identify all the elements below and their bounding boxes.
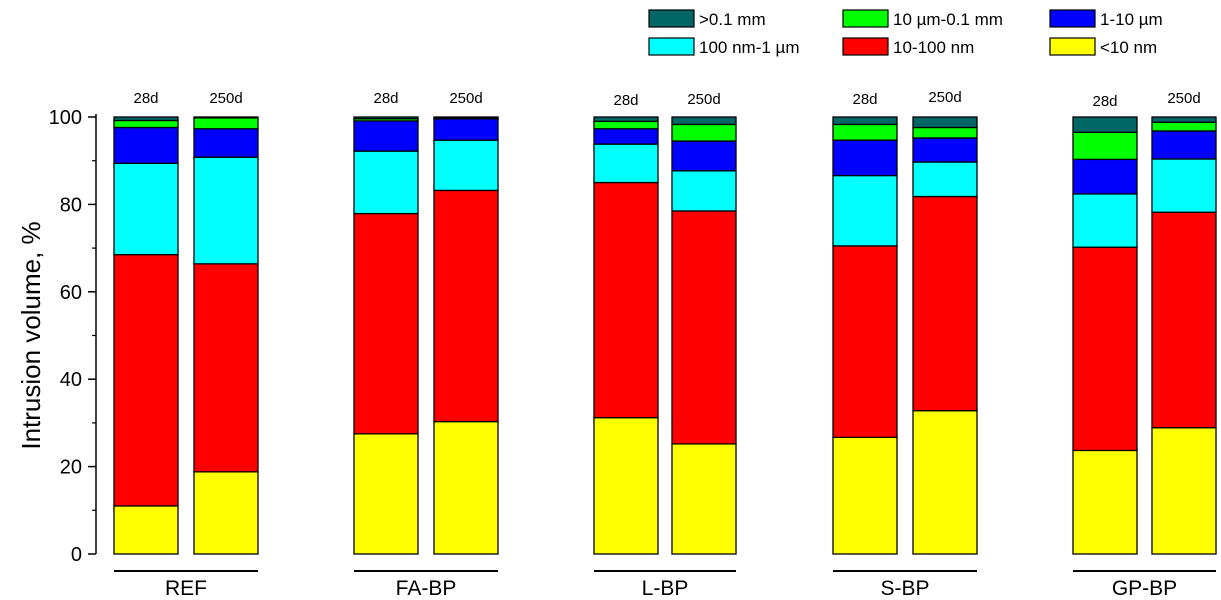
bar-segment-ref-250d [194,264,258,472]
bar-segment-fa-bp-28d [354,121,418,151]
y-tick-label: 100 [49,107,82,129]
bar-segment-s-bp-28d [833,246,897,437]
group-label-gp-bp: GP-BP [1112,577,1177,600]
bar-segment-ref-250d [194,157,258,264]
group-label-ref: REF [165,577,207,600]
bar-segment-l-bp-28d [594,121,658,128]
legend-swatch [649,38,694,55]
bar-segment-s-bp-28d [833,140,897,175]
bar-segment-fa-bp-28d [354,434,418,554]
legend-label: 100 nm-1 µm [699,38,800,57]
legend-label: <10 nm [1100,38,1157,57]
bar-segment-gp-bp-250d [1152,122,1216,131]
bar-time-label: 250d [687,91,720,108]
legend-label: 10-100 nm [893,38,974,57]
bar-segment-gp-bp-28d [1073,450,1137,554]
y-tick-label: 60 [60,282,82,304]
bar-segment-s-bp-250d [913,411,977,554]
group-label-s-bp: S-BP [880,577,929,600]
bar-segment-ref-28d [114,506,178,554]
bar-segment-s-bp-250d [913,127,977,137]
bar-segment-fa-bp-250d [434,140,498,190]
bar-segment-s-bp-28d [833,176,897,246]
bar-segment-ref-28d [114,127,178,163]
y-tick-label: 80 [60,194,82,216]
bar-time-label: 28d [852,91,877,108]
legend-swatch [843,38,888,55]
bar-segment-s-bp-250d [913,138,977,162]
bar-segment-gp-bp-28d [1073,159,1137,194]
bar-segment-ref-28d [114,255,178,506]
bar-segment-gp-bp-28d [1073,194,1137,247]
bar-segment-l-bp-250d [672,124,736,141]
bar-segment-s-bp-28d [833,437,897,554]
bar-segment-gp-bp-28d [1073,132,1137,159]
bar-segment-ref-250d [194,118,258,129]
bar-segment-fa-bp-250d [434,422,498,554]
bar-segment-s-bp-250d [913,117,977,127]
bar-segment-s-bp-28d [833,124,897,140]
y-tick-label: 20 [60,457,82,479]
bar-segment-fa-bp-250d [434,119,498,140]
bar-segment-fa-bp-250d [434,190,498,421]
bar-segment-l-bp-250d [672,444,736,554]
legend-swatch [1050,38,1095,55]
bar-time-label: 250d [449,90,482,107]
group-label-fa-bp: FA-BP [396,577,457,600]
bar-segment-l-bp-250d [672,117,736,124]
bar-segment-gp-bp-28d [1073,247,1137,450]
bar-segment-l-bp-28d [594,129,658,144]
bar-segment-fa-bp-28d [354,117,418,119]
bar-time-label: 250d [209,90,242,107]
bars-layer [114,117,1216,554]
bar-time-label: 250d [928,89,961,106]
bar-segment-gp-bp-250d [1152,131,1216,159]
bar-segment-ref-250d [194,472,258,554]
bar-segment-ref-28d [114,120,178,127]
bar-segment-l-bp-250d [672,211,736,444]
bar-segment-s-bp-250d [913,197,977,411]
y-tick-label: 0 [71,544,82,566]
bar-time-label: 28d [133,90,158,107]
bar-segment-ref-28d [114,117,178,120]
bar-segment-l-bp-28d [594,117,658,121]
legend-swatch [1050,10,1095,27]
legend-swatch [649,10,694,27]
bar-segment-l-bp-250d [672,171,736,211]
bar-segment-s-bp-28d [833,117,897,124]
y-axis-title: Intrusion volume, % [16,221,46,449]
legend-label: >0.1 mm [699,10,766,29]
bar-segment-ref-28d [114,163,178,254]
bar-time-label: 250d [1167,90,1200,107]
bar-time-label: 28d [1092,93,1117,110]
bar-segment-gp-bp-250d [1152,212,1216,427]
bar-segment-l-bp-250d [672,141,736,171]
bar-segment-s-bp-250d [913,162,977,197]
bar-segment-l-bp-28d [594,183,658,418]
legend-swatch [843,10,888,27]
group-label-l-bp: L-BP [642,577,689,600]
bar-segment-l-bp-28d [594,418,658,554]
bar-segment-gp-bp-250d [1152,428,1216,554]
bar-segment-gp-bp-250d [1152,159,1216,212]
bar-segment-l-bp-28d [594,144,658,182]
y-tick-label: 40 [60,369,82,391]
bar-time-label: 28d [373,90,398,107]
bar-segment-ref-250d [194,129,258,157]
legend: >0.1 mm 10 µm-0.1 mm 1-10 µm 100 nm-1 µm 10-… [649,10,1163,57]
legend-label: 10 µm-0.1 mm [893,10,1003,29]
labels-layer: 28d 250d 28d 250d 28d 250d 28d 250d 28d 250d REF FA… [114,89,1216,600]
axes-layer: 0 20 40 60 80 100 Intrusion volume, % [16,107,96,566]
bar-segment-gp-bp-28d [1073,117,1137,132]
bar-segment-fa-bp-28d [354,151,418,213]
bar-segment-fa-bp-250d [434,117,498,118]
bar-segment-gp-bp-250d [1152,117,1216,122]
bar-segment-ref-250d [194,117,258,118]
legend-label: 1-10 µm [1100,10,1163,29]
bar-segment-fa-bp-28d [354,214,418,434]
bar-time-label: 28d [613,92,638,109]
